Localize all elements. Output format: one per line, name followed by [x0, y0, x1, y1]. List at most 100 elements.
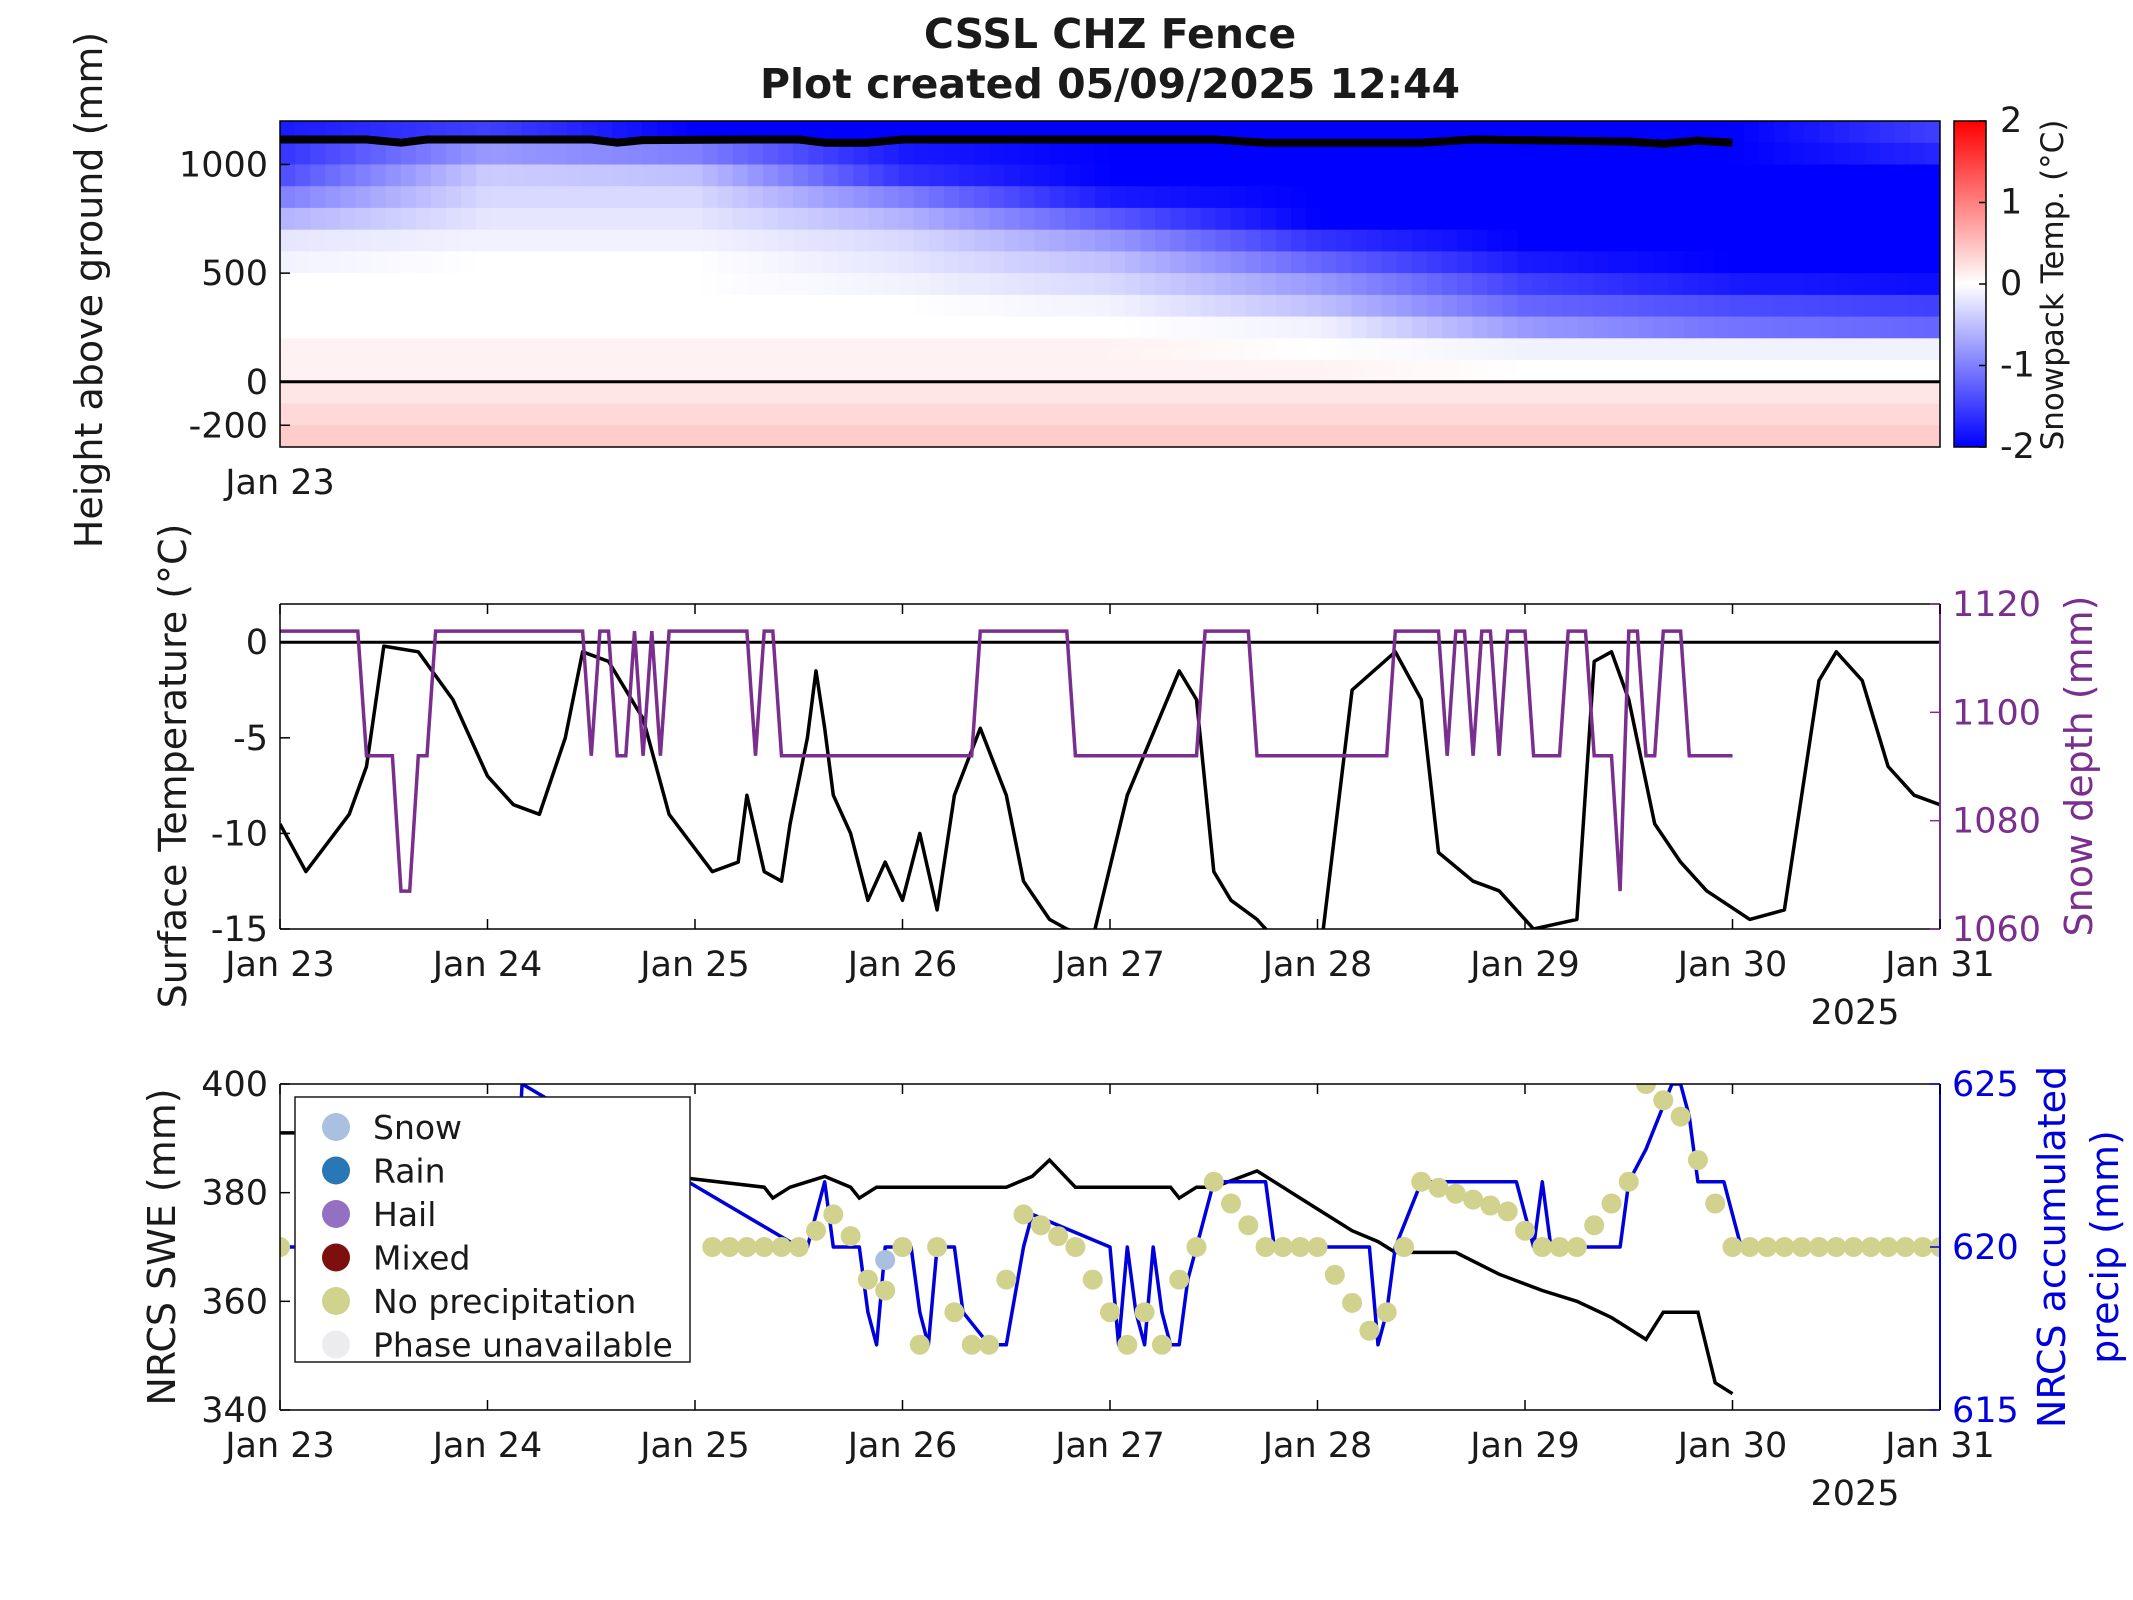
no-precip-marker	[1290, 1237, 1311, 1257]
heatmap-cell	[1683, 294, 1700, 318]
heatmap-cell	[461, 294, 477, 318]
heatmap-cell	[1170, 164, 1187, 187]
heatmap-cell	[1683, 403, 1700, 426]
heatmap-cell	[1834, 273, 1851, 296]
heatmap-cell	[762, 142, 779, 165]
heatmap-cell	[732, 186, 749, 209]
heatmap-cell	[415, 403, 432, 426]
heatmap-cell	[1276, 229, 1292, 252]
heatmap-cell	[717, 381, 734, 405]
heatmap-cell	[1230, 294, 1247, 318]
heatmap-cell	[1140, 251, 1156, 274]
heatmap-cell	[702, 381, 719, 405]
heatmap-cell	[1079, 186, 1096, 209]
heatmap-cell	[642, 251, 658, 274]
heatmap-cell	[1879, 403, 1896, 426]
heatmap-cell	[1472, 294, 1488, 318]
no-precip-marker	[1843, 1237, 1864, 1257]
heatmap-cell	[1924, 338, 1940, 361]
heatmap-cell	[1894, 207, 1911, 231]
heatmap-cell	[868, 229, 885, 252]
heatmap-cell	[1728, 316, 1745, 339]
heatmap-cell	[596, 403, 613, 426]
heatmap-cell	[974, 251, 990, 274]
heatmap-cell	[400, 294, 417, 318]
heatmap-cell	[1562, 403, 1579, 426]
heatmap-cell	[1909, 229, 1926, 252]
heatmap-cell	[747, 294, 764, 318]
heatmap-cell	[642, 425, 658, 447]
heatmap-cell	[1487, 360, 1503, 383]
heatmap-cell	[1592, 186, 1609, 209]
heatmap-cell	[1004, 360, 1021, 383]
heatmap-cell	[340, 207, 357, 231]
heatmap-cell	[370, 164, 387, 187]
heatmap-cell	[1366, 425, 1383, 447]
heatmap-cell	[1215, 425, 1232, 447]
heatmap-cell	[566, 164, 583, 187]
heatmap-cell	[853, 142, 870, 165]
heatmap-cell	[1608, 273, 1624, 296]
heatmap-cell	[702, 273, 719, 296]
heatmap-cell	[1291, 186, 1307, 209]
heatmap-cell	[1879, 360, 1896, 383]
heatmap-cell	[642, 316, 658, 339]
heatmap-cell	[1743, 360, 1760, 383]
heatmap-cell	[1774, 273, 1790, 296]
heatmap-cell	[913, 425, 930, 447]
heatmap-cell	[1728, 207, 1745, 231]
heatmap-cell	[823, 294, 839, 318]
heatmap-cell	[385, 425, 402, 447]
heatmap-cell	[1064, 294, 1081, 318]
no-precip-marker	[1151, 1334, 1172, 1355]
heatmap-cell	[1185, 273, 1202, 296]
heatmap-cell	[400, 186, 417, 209]
heatmap-cell	[1789, 425, 1805, 447]
heatmap-cell	[1547, 273, 1564, 296]
heatmap-cell	[627, 403, 643, 426]
heatmap-cell	[1653, 403, 1669, 426]
heatmap-cell	[355, 294, 372, 318]
legend-swatch	[322, 1200, 350, 1228]
heatmap-cell	[1170, 338, 1187, 361]
heatmap-cell	[838, 121, 855, 144]
heatmap-cell	[883, 229, 900, 252]
heatmap-cell	[1200, 142, 1217, 165]
heatmap-cell	[1140, 425, 1156, 447]
heatmap-cell	[1562, 360, 1579, 383]
heatmap-cell	[1125, 229, 1141, 252]
heatmap-cell	[1864, 360, 1881, 383]
heatmap-cell	[400, 425, 417, 447]
heatmap-cell	[1049, 403, 1066, 426]
y-tick-label: -200	[189, 406, 268, 446]
heatmap-cell	[1487, 186, 1503, 209]
heatmap-cell	[1547, 164, 1564, 187]
heatmap-cell	[1185, 142, 1202, 165]
heatmap-cell	[1321, 294, 1337, 318]
heatmap-cell	[778, 164, 794, 187]
no-precip-marker	[1878, 1237, 1899, 1257]
heatmap-cell	[1819, 403, 1835, 426]
heatmap-cell	[1894, 403, 1911, 426]
heatmap-cell	[1291, 229, 1307, 252]
heatmap-cell	[476, 403, 492, 426]
heatmap-cell	[1140, 273, 1156, 296]
heatmap-cell	[1909, 251, 1926, 274]
heatmap-cell	[1472, 316, 1488, 339]
heatmap-cell	[1774, 251, 1790, 274]
heatmap-cell	[310, 207, 326, 231]
heatmap-cell	[1577, 207, 1594, 231]
heatmap-cell	[1653, 164, 1669, 187]
heatmap-cell	[596, 381, 613, 405]
heatmap-cell	[1819, 381, 1835, 405]
heatmap-cell	[1713, 403, 1730, 426]
heatmap-cell	[1049, 164, 1066, 187]
heatmap-cell	[1804, 251, 1820, 274]
heatmap-cell	[476, 207, 492, 231]
heatmap-cell	[1276, 251, 1292, 274]
heatmap-cell	[430, 251, 447, 274]
heatmap-cell	[1155, 207, 1171, 231]
heatmap-cell	[1381, 360, 1398, 383]
heatmap-cell	[1592, 207, 1609, 231]
heatmap-cell	[1019, 316, 1036, 339]
